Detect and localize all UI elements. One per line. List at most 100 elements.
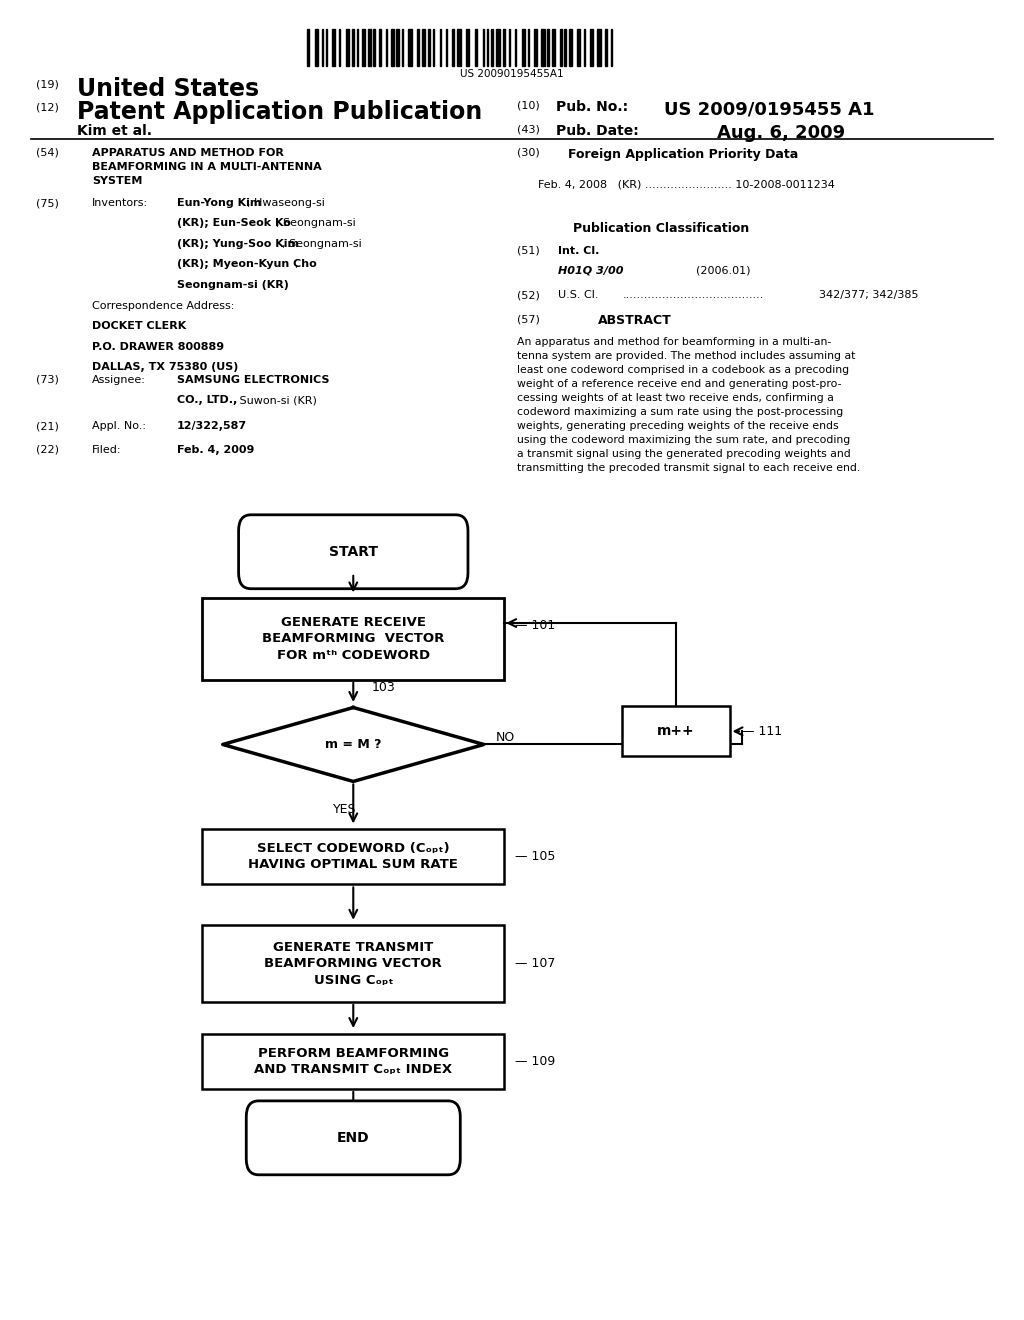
Text: (KR); Myeon-Kyun Cho: (KR); Myeon-Kyun Cho xyxy=(177,260,316,269)
Text: (57): (57) xyxy=(517,314,540,325)
Bar xyxy=(314,29,317,66)
Text: Seongnam-si (KR): Seongnam-si (KR) xyxy=(177,280,289,290)
Text: (30): (30) xyxy=(517,148,540,158)
Text: Int. Cl.: Int. Cl. xyxy=(558,246,599,256)
Bar xyxy=(379,29,381,66)
Bar xyxy=(445,29,447,66)
Text: (52): (52) xyxy=(517,290,540,301)
Bar xyxy=(497,29,500,66)
Text: (19): (19) xyxy=(36,79,58,90)
Polygon shape xyxy=(222,708,483,781)
Text: (43): (43) xyxy=(517,124,540,135)
Text: P.O. DRAWER 800889: P.O. DRAWER 800889 xyxy=(92,342,224,352)
Text: GENERATE TRANSMIT
BEAMFORMING VECTOR
USING Cₒₚₜ: GENERATE TRANSMIT BEAMFORMING VECTOR USI… xyxy=(264,941,442,986)
Text: DOCKET CLERK: DOCKET CLERK xyxy=(92,321,186,331)
Text: Kim et al.: Kim et al. xyxy=(77,124,152,139)
Text: US 2009/0195455 A1: US 2009/0195455 A1 xyxy=(664,100,874,119)
Bar xyxy=(552,29,555,66)
Bar xyxy=(457,29,461,66)
Text: — 107: — 107 xyxy=(514,957,555,970)
Bar xyxy=(362,29,365,66)
Text: m = M ?: m = M ? xyxy=(325,738,382,751)
Text: Correspondence Address:: Correspondence Address: xyxy=(92,301,234,312)
Bar xyxy=(585,29,586,66)
Text: DALLAS, TX 75380 (US): DALLAS, TX 75380 (US) xyxy=(92,362,239,372)
Bar xyxy=(521,29,525,66)
Text: , Seongnam-si: , Seongnam-si xyxy=(276,218,356,228)
Text: Pub. No.:: Pub. No.: xyxy=(556,100,628,115)
Text: — 105: — 105 xyxy=(514,850,555,863)
Bar xyxy=(547,29,549,66)
Text: (73): (73) xyxy=(36,375,58,385)
Text: — 109: — 109 xyxy=(514,1055,555,1068)
Text: Feb. 4, 2008   (KR) ........................ 10-2008-0011234: Feb. 4, 2008 (KR) ......................… xyxy=(538,180,835,190)
Text: GENERATE RECEIVE
BEAMFORMING  VECTOR
FOR mᵗʰ CODEWORD: GENERATE RECEIVE BEAMFORMING VECTOR FOR … xyxy=(262,616,444,661)
Text: .......................................: ....................................... xyxy=(623,290,764,301)
Text: SELECT CODEWORD (Cₒₚₜ)
HAVING OPTIMAL SUM RATE: SELECT CODEWORD (Cₒₚₜ) HAVING OPTIMAL SU… xyxy=(249,842,458,871)
Bar xyxy=(569,29,572,66)
Text: (KR); Eun-Seok Ko: (KR); Eun-Seok Ko xyxy=(177,218,291,228)
Text: END: END xyxy=(337,1131,370,1144)
Bar xyxy=(422,29,425,66)
Text: 103: 103 xyxy=(372,681,395,694)
FancyBboxPatch shape xyxy=(239,515,468,589)
Text: An apparatus and method for beamforming in a multi-an-
tenna system are provided: An apparatus and method for beamforming … xyxy=(517,337,860,473)
Bar xyxy=(332,29,335,66)
Text: Inventors:: Inventors: xyxy=(92,198,148,209)
Bar xyxy=(356,29,358,66)
Text: H01Q 3/00: H01Q 3/00 xyxy=(558,267,624,276)
Bar xyxy=(564,29,566,66)
Text: (2006.01): (2006.01) xyxy=(696,267,751,276)
Bar xyxy=(542,29,545,66)
Text: — 101: — 101 xyxy=(514,619,555,632)
Text: Patent Application Publication: Patent Application Publication xyxy=(77,100,482,124)
Text: NO: NO xyxy=(496,731,515,744)
Text: (KR); Yung-Soo Kim: (KR); Yung-Soo Kim xyxy=(177,239,299,249)
Bar xyxy=(439,29,441,66)
Text: Eun-Yong Kim: Eun-Yong Kim xyxy=(177,198,261,209)
Text: (75): (75) xyxy=(36,198,58,209)
Bar xyxy=(452,29,454,66)
Text: m++: m++ xyxy=(657,725,694,738)
Text: Feb. 4, 2009: Feb. 4, 2009 xyxy=(177,445,255,455)
Bar xyxy=(307,29,309,66)
Text: 12/322,587: 12/322,587 xyxy=(177,421,247,432)
Text: ABSTRACT: ABSTRACT xyxy=(598,314,672,327)
Bar xyxy=(560,29,561,66)
Bar xyxy=(391,29,394,66)
Text: Assignee:: Assignee: xyxy=(92,375,146,385)
Bar xyxy=(428,29,429,66)
Text: (21): (21) xyxy=(36,421,58,432)
Text: ,: , xyxy=(294,260,297,269)
Bar xyxy=(352,29,353,66)
Bar xyxy=(202,1034,504,1089)
Bar xyxy=(386,29,387,66)
Bar xyxy=(409,29,413,66)
Bar xyxy=(474,29,477,66)
Bar xyxy=(597,29,601,66)
Text: Publication Classification: Publication Classification xyxy=(573,222,750,235)
Text: (12): (12) xyxy=(36,103,58,114)
Bar xyxy=(374,29,375,66)
Text: START: START xyxy=(329,545,378,558)
Bar xyxy=(503,29,505,66)
Bar xyxy=(482,29,483,66)
Text: , Seongnam-si: , Seongnam-si xyxy=(283,239,361,249)
Text: Aug. 6, 2009: Aug. 6, 2009 xyxy=(717,124,845,143)
Text: (22): (22) xyxy=(36,445,58,455)
Bar xyxy=(396,29,399,66)
Text: APPARATUS AND METHOD FOR
BEAMFORMING IN A MULTI-ANTENNA
SYSTEM: APPARATUS AND METHOD FOR BEAMFORMING IN … xyxy=(92,148,322,186)
Text: U.S. Cl.: U.S. Cl. xyxy=(558,290,599,301)
Text: (51): (51) xyxy=(517,246,540,256)
Text: SAMSUNG ELECTRONICS: SAMSUNG ELECTRONICS xyxy=(177,375,330,385)
Text: United States: United States xyxy=(77,77,259,100)
Bar xyxy=(368,29,371,66)
Text: Foreign Application Priority Data: Foreign Application Priority Data xyxy=(568,148,799,161)
Bar xyxy=(322,29,324,66)
Bar xyxy=(202,829,504,884)
Text: — 111: — 111 xyxy=(741,725,782,738)
Text: CO., LTD.,: CO., LTD., xyxy=(177,396,238,405)
Text: Appl. No.:: Appl. No.: xyxy=(92,421,146,432)
Bar xyxy=(623,706,729,756)
Text: , Hwaseong-si: , Hwaseong-si xyxy=(247,198,325,209)
